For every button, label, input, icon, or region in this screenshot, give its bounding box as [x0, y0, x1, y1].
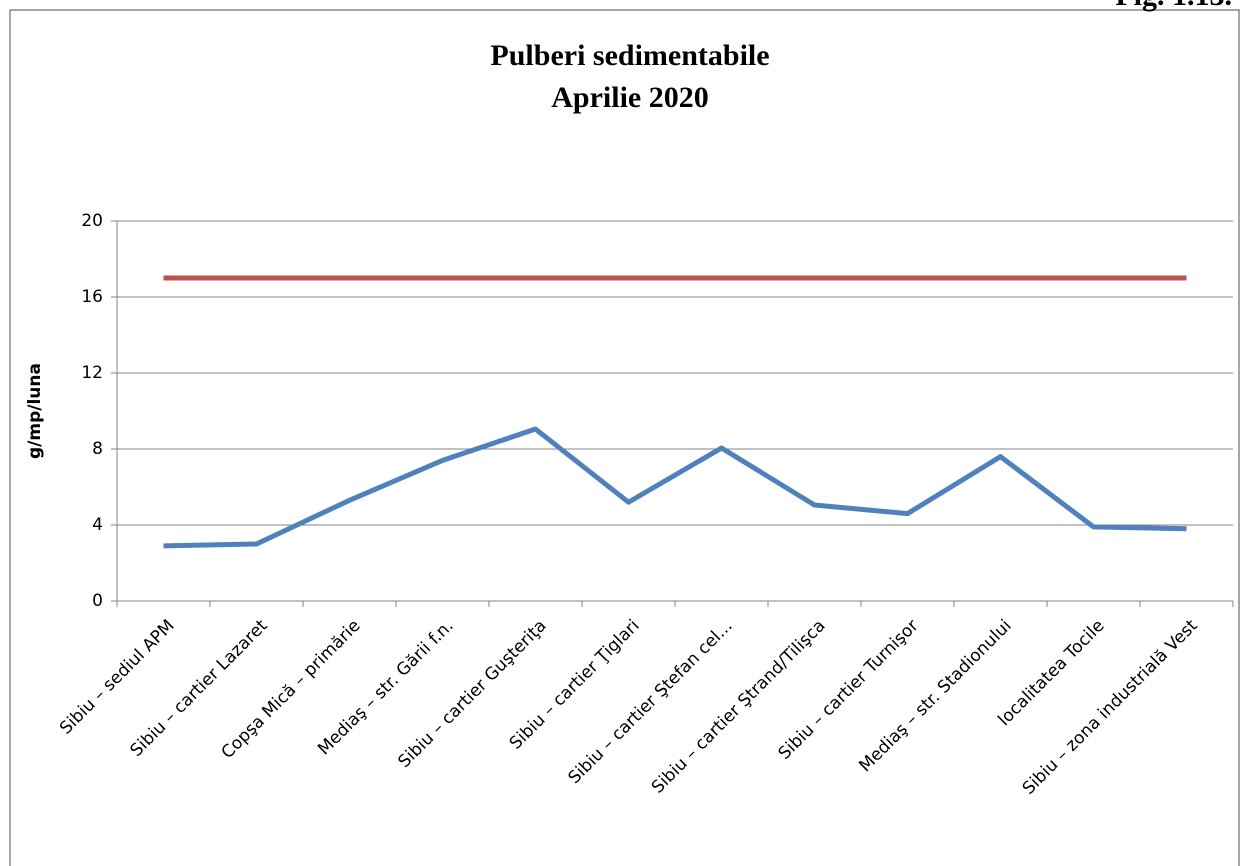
y-tick-label: 8 — [92, 439, 103, 459]
y-tick-label: 16 — [81, 287, 103, 307]
y-axis-label: g/mp/luna — [25, 363, 45, 459]
y-tick-label: 4 — [92, 515, 103, 535]
figure-label: Fig. 1.13. — [1115, 0, 1232, 12]
chart-subtitle: Aprilie 2020 — [551, 81, 709, 114]
chart-title: Pulberi sedimentabile — [490, 39, 769, 72]
chart-frame — [9, 9, 1240, 866]
y-tick-label: 12 — [81, 363, 103, 383]
line-series — [163, 426, 1187, 549]
y-tick-label: 0 — [92, 591, 103, 611]
y-tick-label: 20 — [81, 211, 103, 231]
